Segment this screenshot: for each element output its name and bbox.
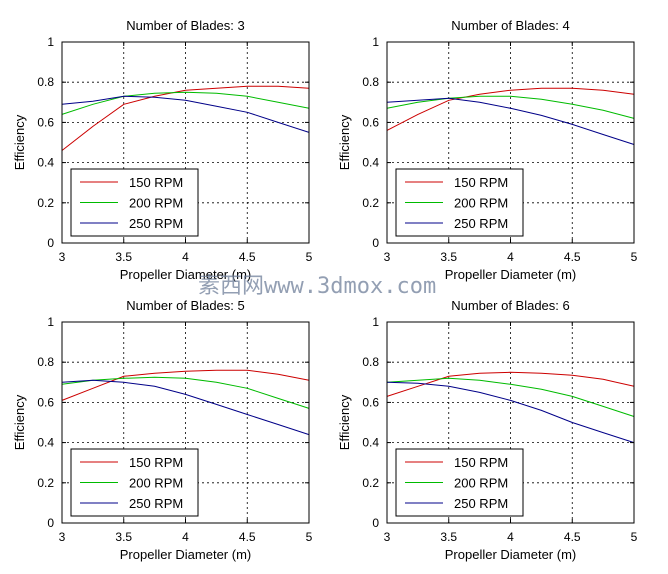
x-axis-label: Propeller Diameter (m) xyxy=(120,267,251,282)
y-tick-label: 0.4 xyxy=(362,156,379,170)
x-tick-label: 3 xyxy=(59,530,66,544)
legend: 150 RPM 200 RPM 250 RPM xyxy=(395,168,524,237)
legend-label: 150 RPM xyxy=(454,175,508,190)
y-tick-label: 0.8 xyxy=(362,75,379,89)
series-line-250-rpm xyxy=(61,379,310,436)
x-tick-label: 5 xyxy=(306,250,313,264)
x-tick-label: 4.5 xyxy=(564,530,581,544)
y-tick-label: 0.2 xyxy=(362,476,379,490)
y-tick-label: 0.6 xyxy=(37,115,54,129)
x-tick-label: 3.5 xyxy=(115,530,132,544)
y-tick-label: 0.8 xyxy=(37,355,54,369)
chart-title: Number of Blades: 3 xyxy=(126,18,245,33)
series-line-250-rpm xyxy=(386,381,635,444)
y-tick-label: 0.4 xyxy=(362,436,379,450)
series-line-200-rpm xyxy=(386,377,635,417)
series-line-200-rpm xyxy=(61,376,310,409)
x-axis-label: Propeller Diameter (m) xyxy=(445,547,576,562)
y-axis-label: Efficiency xyxy=(337,114,352,170)
chart-panel: 3 3.5 4 4.5 5 0 0.2 0.4 0.6 0.8 1 Number of Blades:… xyxy=(12,298,313,562)
x-tick-label: 4.5 xyxy=(239,530,256,544)
x-tick-label: 4 xyxy=(507,250,514,264)
y-axis-label: Efficiency xyxy=(12,114,27,170)
series-line-250-rpm xyxy=(61,95,310,133)
series-line-200-rpm xyxy=(386,95,635,119)
legend-label: 150 RPM xyxy=(129,455,183,470)
chart-panel: 3 3.5 4 4.5 5 0 0.2 0.4 0.6 0.8 1 Number of Blades:… xyxy=(337,18,638,282)
y-tick-label: 0.6 xyxy=(362,115,379,129)
series-line-250-rpm xyxy=(386,97,635,145)
y-tick-label: 0 xyxy=(47,236,54,250)
legend-label: 150 RPM xyxy=(129,175,183,190)
legend-label: 250 RPM xyxy=(454,216,508,231)
x-tick-label: 4.5 xyxy=(564,250,581,264)
x-tick-label: 5 xyxy=(631,530,638,544)
legend-label: 200 RPM xyxy=(454,476,508,491)
y-tick-label: 1 xyxy=(47,315,54,329)
y-tick-label: 1 xyxy=(372,35,379,49)
legend-label: 150 RPM xyxy=(454,455,508,470)
x-tick-label: 3 xyxy=(59,250,66,264)
y-tick-label: 0 xyxy=(372,236,379,250)
series-line-200-rpm xyxy=(61,91,310,115)
chart-title: Number of Blades: 5 xyxy=(126,298,245,313)
y-axis-label: Efficiency xyxy=(337,394,352,450)
series-line-150-rpm xyxy=(386,87,635,131)
y-tick-label: 0.6 xyxy=(37,395,54,409)
series-line-150-rpm xyxy=(61,85,310,151)
x-tick-label: 3 xyxy=(384,530,391,544)
y-axis-label: Efficiency xyxy=(12,394,27,450)
watermark-text: 素西网www.3dmox.com xyxy=(198,274,436,299)
legend: 150 RPM 200 RPM 250 RPM xyxy=(70,448,199,517)
legend-label: 200 RPM xyxy=(129,196,183,211)
chart-panel: 3 3.5 4 4.5 5 0 0.2 0.4 0.6 0.8 1 Number of Blades:… xyxy=(337,298,638,562)
y-tick-label: 0 xyxy=(47,516,54,530)
y-tick-label: 0.4 xyxy=(37,436,54,450)
x-tick-label: 4.5 xyxy=(239,250,256,264)
legend-label: 250 RPM xyxy=(129,216,183,231)
x-axis-label: Propeller Diameter (m) xyxy=(445,267,576,282)
chart-panel: 3 3.5 4 4.5 5 0 0.2 0.4 0.6 0.8 1 Number of Blades:… xyxy=(12,18,313,282)
legend-label: 250 RPM xyxy=(129,496,183,511)
legend-label: 200 RPM xyxy=(129,476,183,491)
y-tick-label: 1 xyxy=(47,35,54,49)
legend-label: 250 RPM xyxy=(454,496,508,511)
x-tick-label: 3.5 xyxy=(440,250,457,264)
x-tick-label: 4 xyxy=(507,530,514,544)
legend: 150 RPM 200 RPM 250 RPM xyxy=(395,448,524,517)
y-tick-label: 0.2 xyxy=(37,196,54,210)
x-tick-label: 3.5 xyxy=(440,530,457,544)
series-line-150-rpm xyxy=(386,371,635,397)
y-tick-label: 0.2 xyxy=(362,196,379,210)
x-tick-label: 4 xyxy=(182,530,189,544)
legend-label: 200 RPM xyxy=(454,196,508,211)
chart-title: Number of Blades: 6 xyxy=(451,298,570,313)
y-tick-label: 0.4 xyxy=(37,156,54,170)
y-tick-label: 0.2 xyxy=(37,476,54,490)
chart-title: Number of Blades: 4 xyxy=(451,18,570,33)
x-tick-label: 5 xyxy=(306,530,313,544)
x-tick-label: 3.5 xyxy=(115,250,132,264)
x-tick-label: 3 xyxy=(384,250,391,264)
legend-box xyxy=(70,168,199,237)
series-line-150-rpm xyxy=(61,369,310,401)
y-tick-label: 0.8 xyxy=(37,75,54,89)
x-tick-label: 5 xyxy=(631,250,638,264)
y-tick-label: 1 xyxy=(372,315,379,329)
x-tick-label: 4 xyxy=(182,250,189,264)
y-tick-label: 0.8 xyxy=(362,355,379,369)
x-axis-label: Propeller Diameter (m) xyxy=(120,547,251,562)
y-tick-label: 0 xyxy=(372,516,379,530)
legend: 150 RPM 200 RPM 250 RPM xyxy=(70,168,199,237)
y-tick-label: 0.6 xyxy=(362,395,379,409)
